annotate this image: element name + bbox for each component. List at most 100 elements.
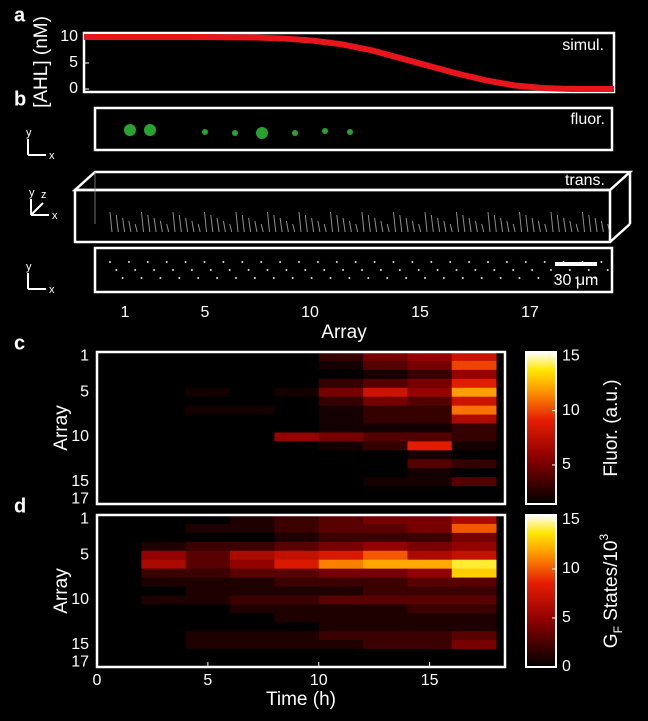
heat-cell [230, 586, 275, 596]
cell-bf [606, 269, 609, 271]
heat-cell [230, 515, 275, 525]
heat-cell [318, 405, 364, 415]
cell-bf [222, 261, 225, 263]
heat-cell [141, 352, 187, 362]
heat-cell [407, 432, 453, 442]
heat-cell [318, 515, 364, 525]
cell-trans [330, 211, 333, 233]
heat-cell [141, 541, 187, 552]
cell-bf [480, 277, 483, 279]
heat-cell [318, 441, 364, 451]
heat-cell [230, 423, 275, 433]
cell-fluor [322, 128, 328, 134]
heat-cell [407, 613, 453, 623]
heat-cell [274, 658, 320, 668]
heat-cell [230, 495, 275, 505]
cell-trans [449, 223, 453, 233]
cell-bf [253, 277, 256, 279]
heat-cell [363, 559, 408, 570]
heat-cell [363, 369, 408, 380]
heat-cell [97, 604, 142, 614]
colorbar-label-part: Fluor. (a.u.) [601, 379, 622, 476]
heat-cell [451, 532, 497, 543]
heat-cell [451, 640, 497, 650]
colorbar-tick-label: 0 [562, 658, 571, 675]
cell-trans [348, 220, 352, 233]
heat-cell [230, 387, 275, 398]
y-tick-label: 10 [60, 28, 78, 45]
heat-cell [230, 595, 275, 605]
y-tick-label: 10 [71, 591, 89, 608]
heat-cell [318, 613, 364, 623]
cell-bf [272, 277, 275, 279]
heat-cell [141, 486, 187, 496]
cell-bf [436, 269, 439, 271]
x-axis-label: Array [321, 322, 367, 343]
heat-cell [274, 468, 320, 478]
heat-cell [451, 459, 497, 469]
cell-bf [109, 261, 111, 263]
heat-cell [318, 387, 364, 398]
heat-cell [451, 378, 497, 389]
heat-cell [407, 577, 453, 587]
colorbar-tick-label: 15 [562, 511, 580, 528]
cell-trans [141, 211, 144, 233]
heat-cell [141, 396, 187, 407]
cell-bf [127, 261, 130, 263]
cell-bf [537, 277, 540, 279]
cell-bf [424, 277, 426, 279]
cell-bf [524, 261, 527, 263]
heat-cell [318, 622, 364, 632]
axis-glyph: z [41, 189, 47, 201]
colorbar-tick-label: 10 [562, 402, 580, 419]
heat-cell [97, 396, 142, 407]
heat-cell [97, 649, 142, 659]
cell-bf [575, 277, 578, 279]
cell-bf [260, 261, 263, 263]
heat-cell [274, 559, 320, 570]
heat-cell [318, 468, 364, 478]
cell-bf [512, 269, 515, 271]
heat-cell [451, 604, 497, 614]
heat-cell [451, 352, 497, 362]
cell-trans [575, 223, 579, 233]
axis-glyph: x [49, 150, 55, 162]
heat-cell [407, 586, 453, 596]
heat-cell [230, 523, 275, 534]
cell-trans [525, 214, 529, 233]
cell-trans [544, 223, 548, 233]
heat-cell [185, 450, 231, 460]
heat-cell [185, 640, 231, 650]
heat-cell [407, 486, 453, 496]
cell-trans [569, 220, 573, 233]
panel-letter: b [14, 88, 26, 110]
cell-trans [462, 214, 466, 233]
heat-cell [274, 387, 320, 398]
heat-cell [363, 450, 408, 460]
heat-cell [230, 468, 275, 478]
cell-bf [178, 277, 181, 279]
heat-cell [97, 541, 142, 552]
y-tick-label: 17 [71, 491, 89, 508]
heat-cell [274, 405, 320, 415]
heat-cell [274, 622, 320, 632]
cell-trans [260, 223, 264, 233]
cell-trans [487, 211, 491, 233]
heat-cell [141, 360, 187, 371]
cell-bf [430, 261, 433, 263]
heat-cell [363, 432, 408, 442]
heat-cell [274, 486, 320, 496]
cell-bf [405, 277, 408, 279]
heat-cell [141, 613, 187, 623]
heat-cell [274, 577, 320, 587]
heat-cell [451, 550, 497, 561]
heat-cell [141, 532, 187, 543]
heat-cell [274, 649, 320, 659]
cell-bf [581, 261, 584, 263]
heat-cell [141, 423, 187, 433]
heat-cell [141, 378, 187, 389]
cell-trans [267, 211, 270, 233]
heat-cell [451, 559, 497, 570]
heat-cell [451, 369, 497, 380]
heat-cell [230, 541, 275, 552]
